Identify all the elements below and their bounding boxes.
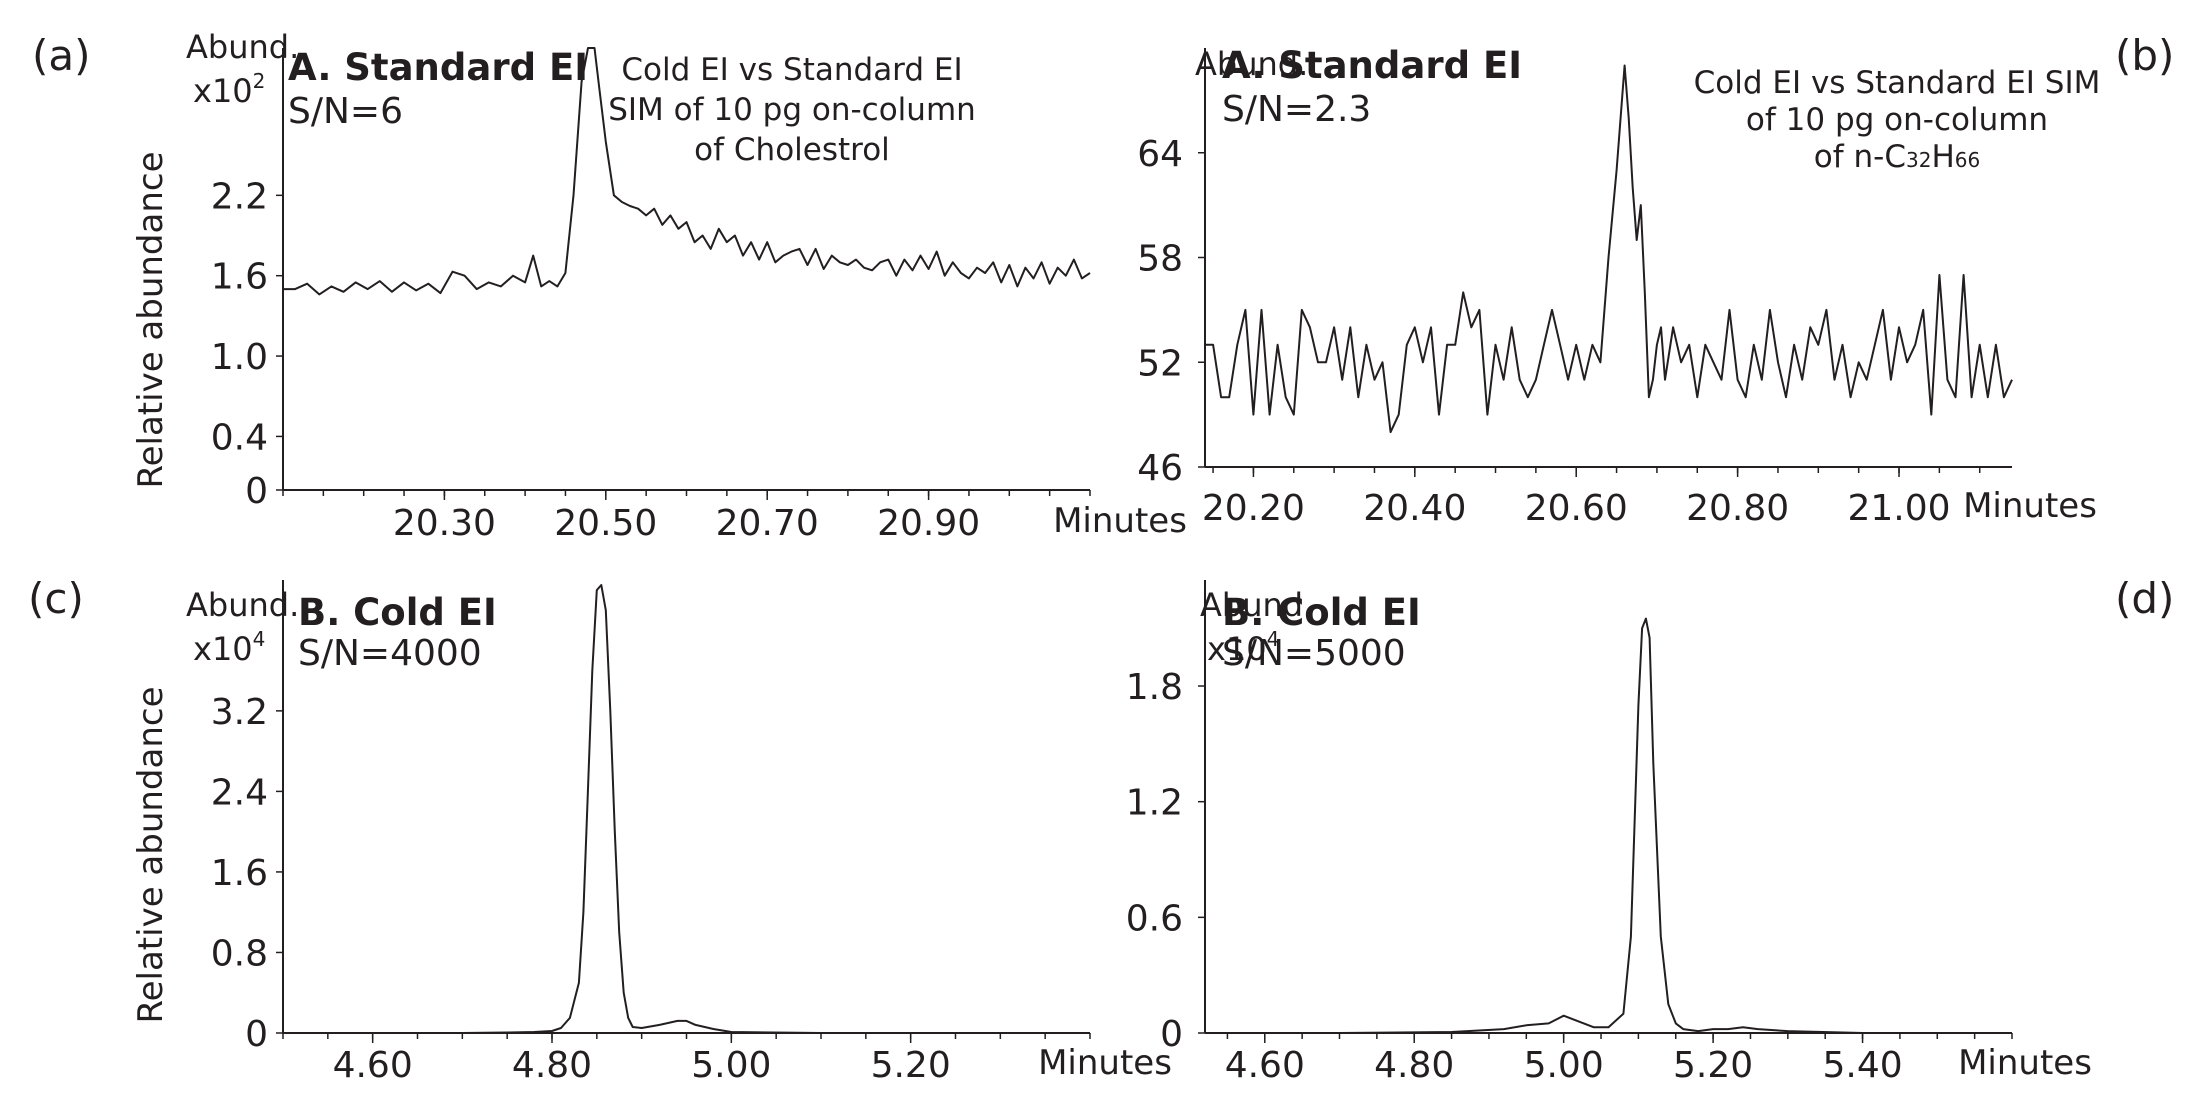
panel-title: A. Standard EI [1222,44,1522,87]
abundance-scale-label: x104 [193,627,265,668]
x-tick-label: 20.60 [1525,488,1628,529]
panel-title: B. Cold EI [298,591,497,634]
x-tick-label: 4.80 [1374,1045,1454,1086]
scale-base: x10 [193,72,253,110]
x-tick-label: 21.00 [1847,488,1950,529]
panel-label: (d) [2115,574,2174,623]
scale-exponent: 4 [1267,627,1280,651]
abundance-unit-label: Abund. [186,586,299,624]
chromatogram-trace [1205,617,2012,1034]
chart-panel-a: 0 0.4 1.0 1.6 2.2 20.30 20.50 20.70 20.90 Minutes… [32,28,1187,544]
y-tick-label: 3.2 [211,692,268,733]
y-tick-label: 1.6 [211,853,268,894]
annotation-line: Cold EI vs Standard EI SIM [1694,65,2101,101]
x-tick-label: 20.70 [716,503,819,544]
panel-title: A. Standard EI [288,46,588,89]
formula-part: 66 [1955,148,1980,172]
x-tick-label: 4.60 [333,1045,413,1086]
y-tick-label: 1.6 [211,257,268,298]
chart-panel-b: 46 52 58 64 20.20 20.40 20.60 20.80 21.00 Minutes… [1137,31,2174,529]
x-tick-label: 5.20 [871,1045,951,1086]
y-tick-label: 46 [1137,448,1183,489]
x-tick-label: 4.60 [1225,1045,1305,1086]
abundance-scale-label: x104 [1207,627,1279,668]
annotation-line: of Cholestrol [694,132,890,168]
y-axis-label: Relative abundance [131,686,171,1023]
chromatogram-trace [283,584,1090,1034]
y-axis-label: Relative abundance [131,151,171,488]
annotation-line: of n-C32H66 [1814,139,1980,175]
panel-label: (a) [32,31,91,80]
snr-label: S/N=4000 [298,633,482,674]
snr-label: S/N=6 [288,91,403,132]
x-axis-label: Minutes [1053,501,1187,541]
formula-part: H [1931,139,1954,175]
x-tick-label: 20.40 [1363,488,1466,529]
snr-label: S/N=2.3 [1222,89,1371,130]
y-tick-label: 0 [245,471,268,512]
x-tick-label: 20.20 [1202,488,1305,529]
scale-base: x10 [193,630,253,668]
abundance-unit-label: Abund. [1200,586,1313,624]
annotation-line: of 10 pg on-column [1746,102,2048,138]
x-tick-label: 5.20 [1673,1045,1753,1086]
x-tick-label: 20.50 [554,503,657,544]
formula-part: of n-C [1814,139,1906,175]
y-tick-label: 1.0 [211,337,268,378]
x-tick-label: 20.80 [1686,488,1789,529]
x-tick-label: 5.00 [1524,1045,1604,1086]
formula-part: 32 [1906,148,1931,172]
y-tick-label: 2.4 [211,772,268,813]
chromatogram-trace [283,47,1091,296]
x-tick-label: 20.90 [877,503,980,544]
x-tick-label: 4.80 [512,1045,592,1086]
x-axis-label: Minutes [1038,1043,1172,1083]
y-tick-label: 1.2 [1126,783,1183,824]
chart-panel-d: 0 0.6 1.2 1.8 4.60 4.80 5.00 5.20 5.40 Minutes (d)… [1126,574,2175,1086]
x-axis-label: Minutes [1958,1043,2092,1083]
scale-exponent: 4 [253,627,266,651]
panel-label: (b) [2115,31,2174,80]
y-tick-label: 0.8 [211,933,268,974]
annotation-line: SIM of 10 pg on-column [608,92,976,128]
abundance-unit-label: Abund. [186,28,299,66]
y-tick-label: 0 [245,1014,268,1055]
abundance-scale-label: x102 [193,69,265,110]
panel-label: (c) [28,574,84,623]
y-tick-label: 1.8 [1126,667,1183,708]
y-tick-label: 64 [1137,134,1183,175]
snr-label: S/N=5000 [1222,633,1406,674]
y-tick-label: 0.4 [211,417,268,458]
x-tick-label: 5.00 [691,1045,771,1086]
x-tick-label: 5.40 [1822,1045,1902,1086]
y-tick-label: 58 [1137,239,1183,280]
y-tick-label: 0 [1160,1014,1183,1055]
panel-title: B. Cold EI [1222,591,1421,634]
scale-base: x10 [1207,630,1267,668]
x-axis-label: Minutes [1963,486,2097,526]
y-tick-label: 2.2 [211,176,268,217]
y-tick-label: 52 [1137,343,1183,384]
y-tick-label: 0.6 [1126,898,1183,939]
chart-panel-c: 0 0.8 1.6 2.4 3.2 4.60 4.80 5.00 5.20 Minutes (c) B… [28,574,1172,1086]
abundance-unit-label: Abund. [1195,45,1308,83]
chromatogram-trace [1205,64,2013,434]
x-tick-label: 20.30 [393,503,496,544]
scale-exponent: 2 [253,69,266,93]
annotation-line: Cold EI vs Standard EI [621,52,962,88]
